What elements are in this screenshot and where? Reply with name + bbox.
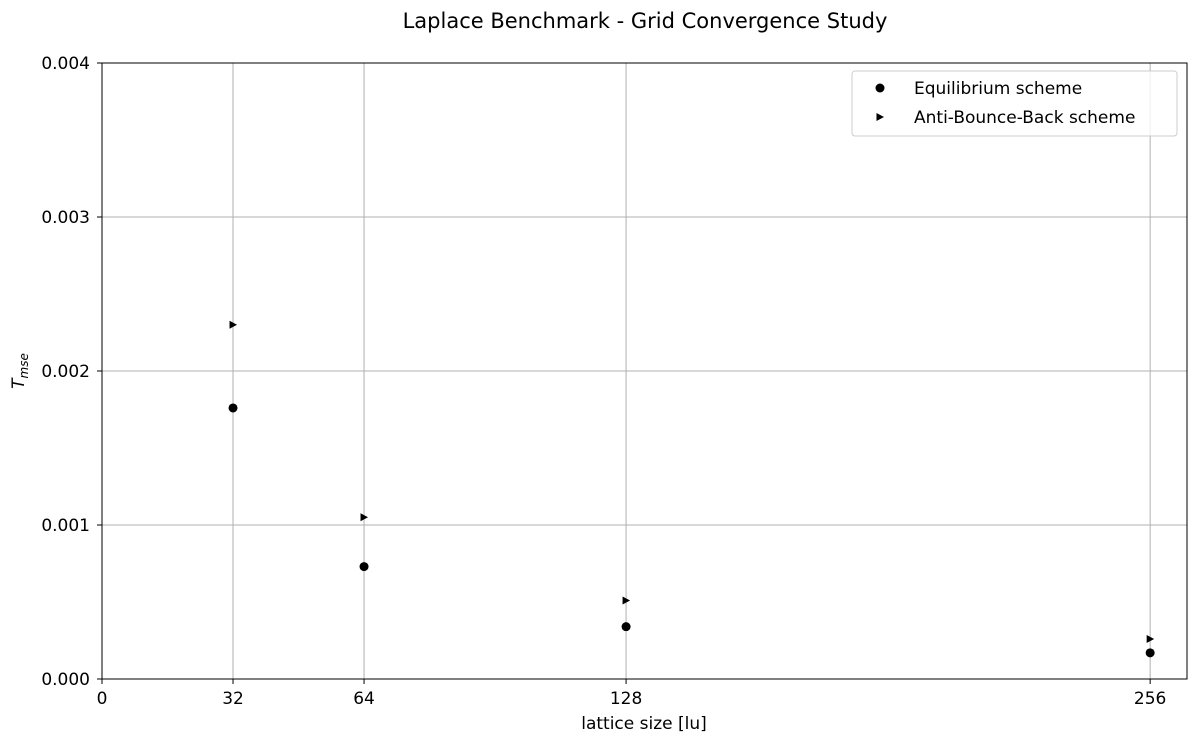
y-axis-label: Tmse <box>9 353 31 389</box>
x-tick-label: 64 <box>353 689 375 709</box>
legend: Equilibrium scheme Anti-Bounce-Back schem… <box>851 70 1178 137</box>
anti-bounce-back-point <box>360 513 369 522</box>
equilibrium-point <box>228 403 238 413</box>
grid <box>102 63 1187 679</box>
y-axis-label-sub: mse <box>17 353 31 378</box>
chart-title: Laplace Benchmark - Grid Convergence Stu… <box>403 9 888 33</box>
x-tick-label: 256 <box>1134 689 1166 709</box>
data-points <box>228 320 1155 658</box>
legend-marker-equilibrium <box>875 83 885 93</box>
anti-bounce-back-point <box>622 596 631 605</box>
y-tick-label: 0.003 <box>41 208 90 228</box>
y-tick-label: 0.004 <box>41 54 90 74</box>
y-tick-label: 0.000 <box>41 670 90 690</box>
y-tick-label: 0.002 <box>41 362 90 382</box>
anti-bounce-back-point <box>1146 634 1155 643</box>
legend-box <box>851 70 1178 137</box>
x-axis-label: lattice size [lu] <box>581 714 707 734</box>
y-tick-label: 0.001 <box>41 516 90 536</box>
equilibrium-point <box>621 622 631 632</box>
plot-area-frame <box>101 62 1188 680</box>
equilibrium-point <box>359 562 369 572</box>
axis-ticks: 0 32 64 128 256 0.000 0.001 0.002 0.003 0.004 <box>41 54 1166 709</box>
legend-label-equilibrium: Equilibrium scheme <box>914 79 1082 99</box>
legend-label-anti-bounce-back: Anti-Bounce-Back scheme <box>914 108 1135 128</box>
y-axis-label-main: T <box>9 377 29 389</box>
x-tick-label: 32 <box>222 689 244 709</box>
x-tick-label: 128 <box>610 689 642 709</box>
legend-marker-anti-bounce-back <box>876 113 884 121</box>
x-tick-label: 0 <box>97 689 108 709</box>
anti-bounce-back-point <box>229 320 238 329</box>
equilibrium-point <box>1145 648 1155 658</box>
